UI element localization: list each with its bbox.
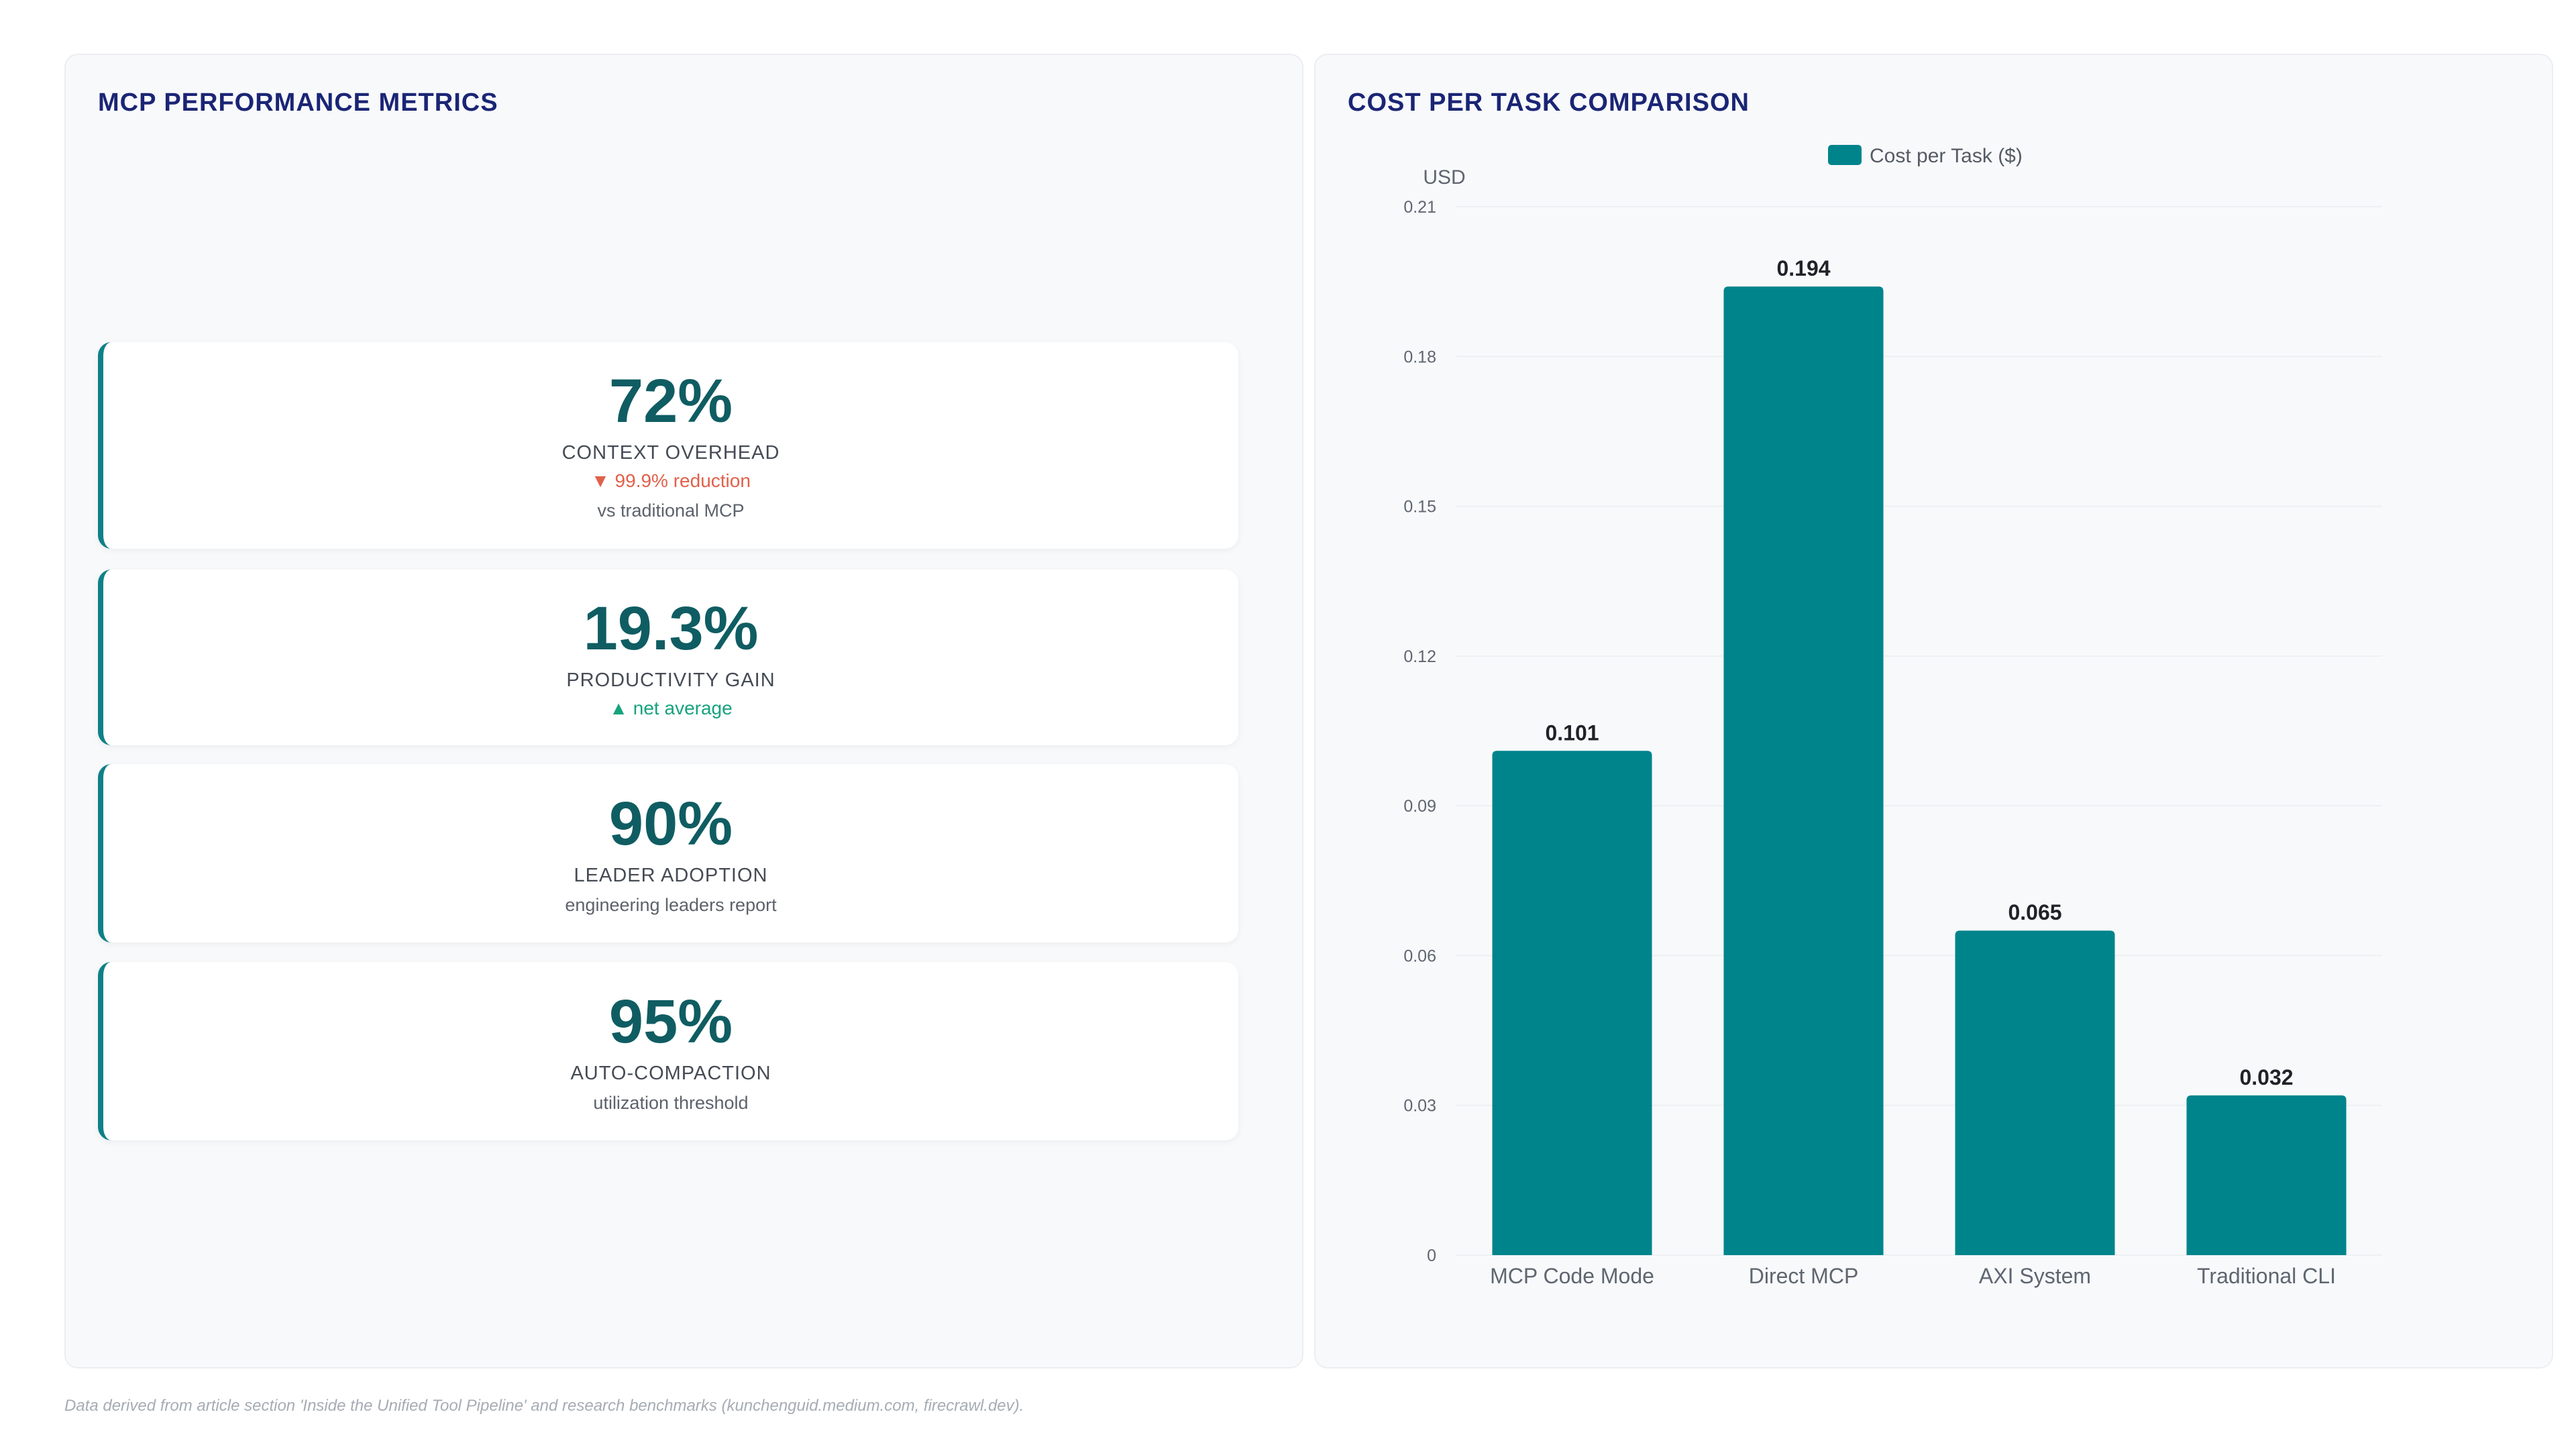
metric-change: ▲ net average — [609, 698, 733, 718]
metric-note: engineering leaders report — [565, 895, 777, 915]
x-tick-label: Traditional CLI — [2197, 1264, 2336, 1288]
bar — [1492, 751, 1652, 1255]
metrics-panel: MCP PERFORMANCE METRICS 72% CONTEXT OVER… — [64, 54, 1303, 1368]
y-tick-label: 0.15 — [1403, 498, 1436, 517]
metric-card-leader-adoption: 90% LEADER ADOPTION engineering leaders … — [98, 764, 1238, 943]
legend-label: Cost per Task ($) — [1870, 145, 2023, 167]
bar — [1723, 286, 1884, 1256]
metric-value: 19.3% — [583, 594, 759, 663]
x-tick-label: Direct MCP — [1749, 1264, 1859, 1288]
metric-value: 72% — [608, 367, 733, 435]
bar — [2186, 1095, 2347, 1255]
y-tick-label: 0.03 — [1403, 1097, 1436, 1116]
metric-label: LEADER ADOPTION — [574, 865, 768, 886]
y-tick-label: 0.21 — [1403, 198, 1436, 217]
metric-card-productivity-gain: 19.3% PRODUCTIVITY GAIN ▲ net average — [98, 570, 1238, 745]
y-tick-label: 0.12 — [1403, 647, 1436, 666]
metric-note: utilization threshold — [593, 1093, 749, 1113]
metric-value: 90% — [608, 790, 733, 858]
y-tick-label: 0.18 — [1403, 347, 1436, 366]
y-tick-label: 0.06 — [1403, 947, 1436, 965]
metric-card-context-overhead: 72% CONTEXT OVERHEAD ▼ 99.9% reduction v… — [98, 342, 1238, 549]
bar-data-label: 0.101 — [1545, 720, 1599, 745]
bar-data-label: 0.194 — [1776, 256, 1830, 280]
legend-swatch — [1828, 145, 1862, 165]
metric-change: ▼ 99.9% reduction — [591, 470, 751, 491]
y-tick-label: 0 — [1427, 1246, 1436, 1265]
metrics-panel-title: MCP PERFORMANCE METRICS — [98, 89, 498, 117]
y-axis-label: USD — [1423, 166, 1465, 189]
cost-bar-chart: 0 0.03 0.06 0.09 0.12 0.15 0.18 0.21 USD Cost per… — [1403, 145, 2382, 1288]
bar — [1955, 930, 2115, 1255]
chart-title: COST PER TASK COMPARISON — [1348, 89, 1750, 117]
metric-card-auto-compaction: 95% AUTO-COMPACTION utilization threshol… — [98, 962, 1238, 1140]
bar-data-label: 0.032 — [2239, 1065, 2293, 1089]
x-tick-label: MCP Code Mode — [1490, 1264, 1654, 1288]
metric-note: vs traditional MCP — [597, 500, 745, 521]
y-tick-label: 0.09 — [1403, 797, 1436, 816]
metric-label: CONTEXT OVERHEAD — [561, 442, 780, 464]
metric-value: 95% — [608, 987, 733, 1056]
metric-label: PRODUCTIVITY GAIN — [566, 669, 775, 691]
metric-label: AUTO-COMPACTION — [570, 1063, 771, 1084]
x-tick-label: AXI System — [1979, 1264, 2091, 1288]
footer-note: Data derived from article section 'Insid… — [64, 1397, 1024, 1415]
bar-data-label: 0.065 — [2008, 900, 2061, 924]
cost-chart-panel: COST PER TASK COMPARISON 0 0.03 0.06 0.09 0.… — [1314, 54, 2553, 1368]
